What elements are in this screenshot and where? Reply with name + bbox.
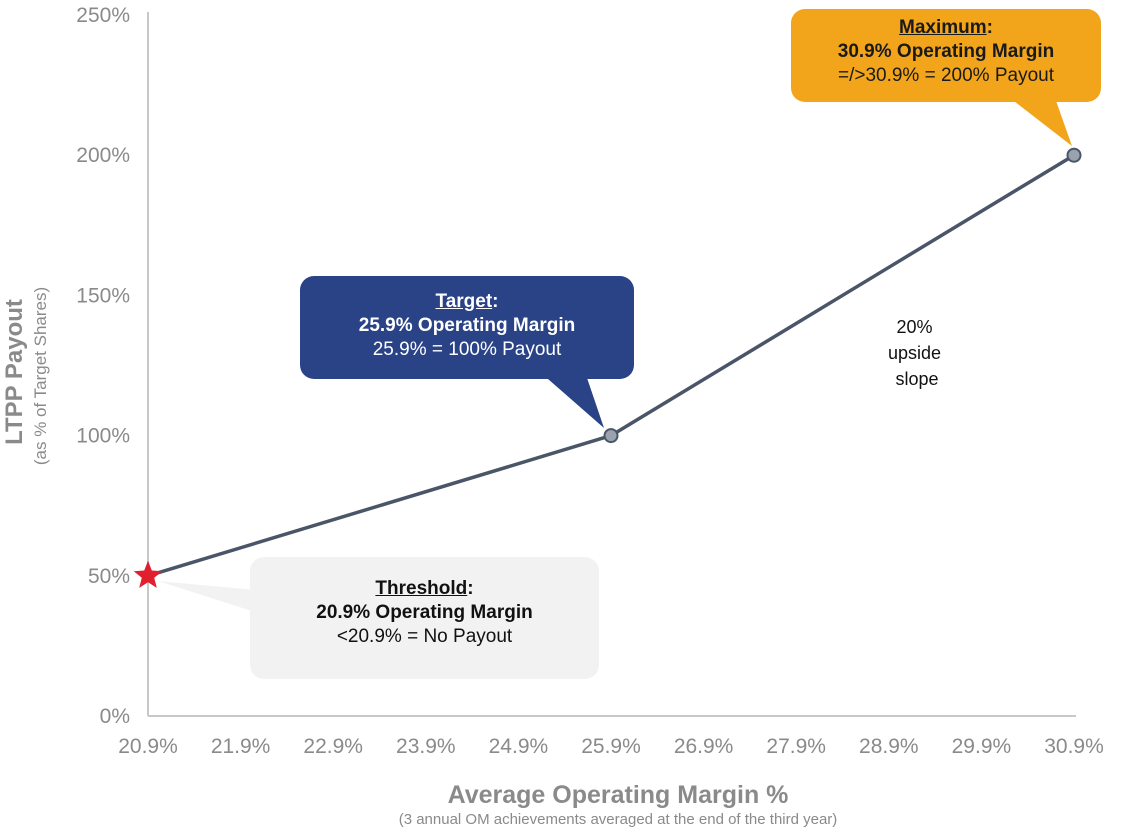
threshold-line-1: 20.9% Operating Margin [316, 602, 533, 623]
y-axis-subtitle: (as % of Target Shares) [31, 287, 50, 465]
payout-series [133, 147, 1082, 588]
x-tick-label: 23.9% [396, 735, 456, 758]
x-tick-label: 30.9% [1044, 735, 1104, 758]
maximum-callout: Maximum: 30.9% Operating Margin =/>30.9%… [791, 9, 1101, 102]
target-line-1: 25.9% Operating Margin [358, 315, 576, 336]
maximum-point-marker [1066, 147, 1082, 163]
maximum-line-2: =/>30.9% = 200% Payout [837, 65, 1055, 86]
y-tick-label: 100% [76, 425, 130, 448]
target-heading: Target [435, 291, 493, 312]
x-tick-label: 24.9% [489, 735, 549, 758]
maximum-heading-line: Maximum: [899, 17, 993, 38]
y-axis-title: LTPP Payout [1, 299, 28, 445]
threshold-callout: Threshold: 20.9% Operating Margin <20.9%… [250, 557, 599, 679]
slope-line-2: upside [888, 343, 941, 363]
x-axis-subtitle: (3 annual OM achievements averaged at th… [399, 811, 838, 828]
x-tick-label: 22.9% [303, 735, 363, 758]
x-tick-label: 20.9% [118, 735, 178, 758]
maximum-callout-pointer [1010, 98, 1072, 146]
target-callout-pointer [540, 372, 604, 428]
y-tick-label: 0% [100, 705, 130, 728]
slope-line-1: 20% [896, 317, 932, 337]
x-tick-label: 27.9% [766, 735, 826, 758]
threshold-heading: Threshold [375, 578, 468, 599]
target-callout: Target: 25.9% Operating Margin 25.9% = 1… [300, 276, 634, 379]
y-tick-label: 250% [76, 4, 130, 27]
slope-line-3: slope [895, 369, 938, 389]
x-axis-title: Average Operating Margin % [448, 781, 789, 809]
threshold-heading-line: Threshold: [375, 578, 474, 599]
x-tick-labels: 20.9% 21.9% 22.9% 23.9% 24.9% 25.9% 26.9% 27.9%… [118, 735, 1104, 758]
threshold-line-2: <20.9% = No Payout [336, 626, 513, 647]
maximum-heading: Maximum [899, 17, 987, 38]
x-tick-label: 28.9% [859, 735, 919, 758]
target-line-2: 25.9% = 100% Payout [372, 339, 562, 360]
threshold-callout-pointer [158, 581, 255, 612]
threshold-star-marker [133, 560, 163, 588]
y-tick-label: 150% [76, 284, 130, 307]
x-tick-label: 29.9% [952, 735, 1012, 758]
x-tick-label: 21.9% [211, 735, 271, 758]
y-tick-label: 50% [88, 565, 130, 588]
x-tick-label: 26.9% [674, 735, 734, 758]
x-tick-label: 25.9% [581, 735, 641, 758]
maximum-line-1: 30.9% Operating Margin [837, 41, 1055, 62]
target-heading-line: Target: [435, 291, 499, 312]
y-tick-labels: 0% 50% 100% 150% 200% 250% [76, 4, 130, 728]
slope-annotation: 20% upside slope [888, 317, 946, 389]
target-point-marker [603, 428, 619, 444]
y-tick-label: 200% [76, 144, 130, 167]
